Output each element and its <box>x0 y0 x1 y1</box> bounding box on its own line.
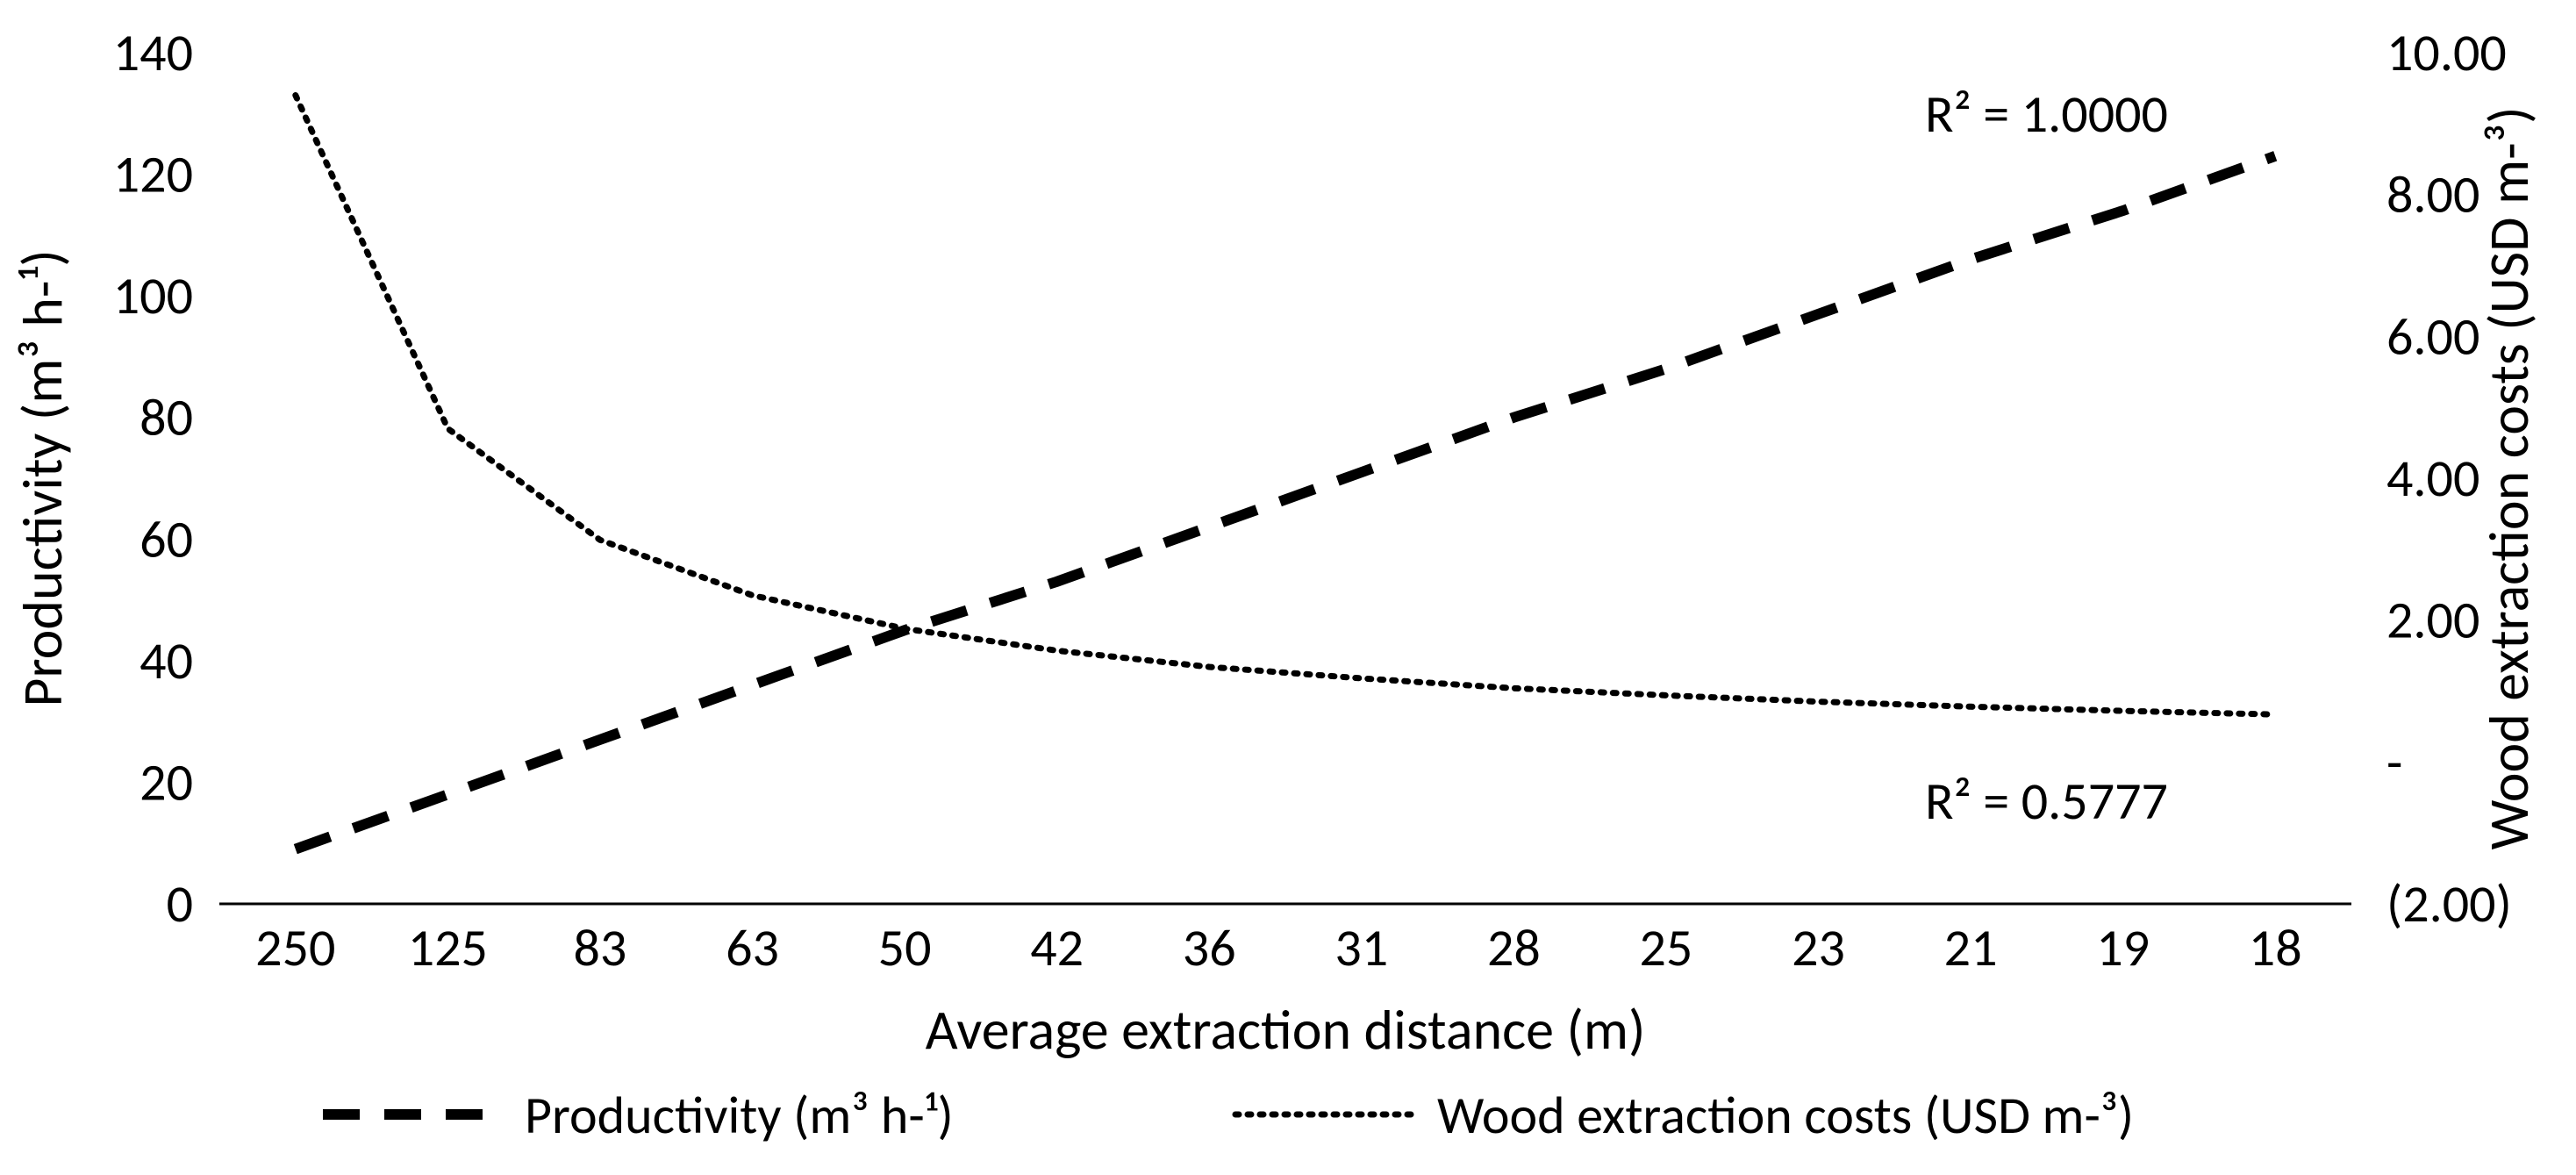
y-right-tick-label: 6.00 <box>2386 304 2479 369</box>
x-tick-label: 21 <box>1944 916 1998 980</box>
x-tick-label: 18 <box>2249 916 2302 980</box>
x-tick-label: 63 <box>726 916 779 980</box>
r-squared-annotation: R² = 1.0000 <box>1925 82 2168 147</box>
legend-label: Productivity (m³ h-¹) <box>525 1084 954 1148</box>
y-left-axis-label: Productivity (m³ h-¹) <box>9 249 77 706</box>
x-tick-label: 125 <box>408 916 488 980</box>
y-left-tick-label: 40 <box>140 629 193 693</box>
r-squared-annotation: R² = 0.5777 <box>1925 770 2168 834</box>
y-right-tick-label: (2.00) <box>2386 872 2512 936</box>
x-tick-label: 31 <box>1335 916 1388 980</box>
y-left-tick-label: 80 <box>140 386 193 450</box>
x-tick-label: 23 <box>1792 916 1845 980</box>
dual-axis-line-chart: 250 125 83 63 50 42 36 31 28 25 23 21 19 18 Average ex… <box>0 0 2576 1175</box>
x-tick-label: 42 <box>1030 916 1084 980</box>
x-tick-label: 28 <box>1487 916 1541 980</box>
x-tick-label: 36 <box>1183 916 1236 980</box>
y-left-tick-label: 120 <box>113 143 193 207</box>
legend-label: Wood extraction costs (USD m-³) <box>1437 1084 2134 1148</box>
chart-container: 250 125 83 63 50 42 36 31 28 25 23 21 19 18 Average ex… <box>0 0 2576 1175</box>
y-left-tick-label: 140 <box>113 21 193 85</box>
x-tick-label: 250 <box>255 916 335 980</box>
y-left-tick-label: 0 <box>167 872 193 936</box>
x-tick-label: 19 <box>2096 916 2150 980</box>
y-right-tick-label: 8.00 <box>2386 163 2479 227</box>
y-right-tick-label: 10.00 <box>2386 21 2507 85</box>
y-left-tick-label: 100 <box>113 264 193 328</box>
y-right-tick-label: 4.00 <box>2386 447 2479 511</box>
y-right-axis-label: Wood extraction costs (USD m-³) <box>2475 106 2544 849</box>
x-tick-label: 50 <box>878 916 932 980</box>
x-tick-label: 25 <box>1640 916 1693 980</box>
y-right-tick-label: 2.00 <box>2386 589 2479 653</box>
x-tick-label: 83 <box>574 916 627 980</box>
y-left-tick-label: 60 <box>140 507 193 571</box>
y-left-tick-label: 20 <box>140 750 193 814</box>
x-axis-label: Average extraction distance (m) <box>926 996 1646 1064</box>
y-right-tick-label: - <box>2386 730 2402 794</box>
